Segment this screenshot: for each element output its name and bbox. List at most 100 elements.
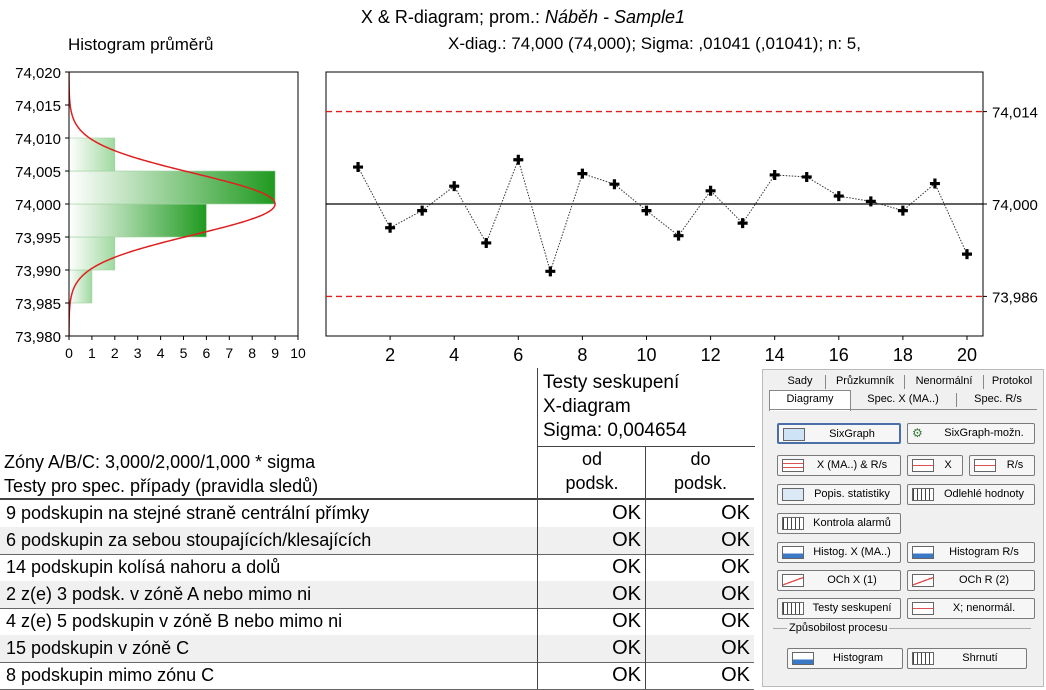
test-row-to: OK <box>645 608 754 635</box>
x-tick-label: 20 <box>957 345 977 365</box>
test-row-from: OK <box>537 581 645 608</box>
test-row: 15 podskupin v zóně C OK OK <box>0 635 754 663</box>
y-tick-label: 74,010 <box>15 131 61 148</box>
x-tick-label: 6 <box>203 345 211 361</box>
col-to-header: do podsk. <box>645 446 755 499</box>
test-row-from: OK <box>537 554 645 581</box>
y-tick-label: 73,980 <box>15 329 61 346</box>
histogram-rs-button[interactable]: Histogram R/s <box>907 542 1035 563</box>
x-tick-label: 3 <box>134 345 142 361</box>
histogram-icon <box>782 546 804 559</box>
table-icon <box>912 488 934 501</box>
chart-title-prefix: X & R-diagram; prom.: <box>361 7 540 27</box>
capability-histogram-label: Histogram <box>832 652 884 664</box>
test-row-from: OK <box>537 662 645 689</box>
zones-line: Zóny A/B/C: 3,000/2,000/1,000 * sigma <box>4 452 316 472</box>
alarm-control-button[interactable]: Kontrola alarmů <box>777 513 901 534</box>
x-ma-rs-button[interactable]: X (MA..) & R/s <box>777 455 901 476</box>
histogram-icon <box>912 546 934 559</box>
tests-title: Testy seskupení X-diagram Sigma: 0,00465… <box>543 371 687 443</box>
stats-icon <box>782 488 804 501</box>
right-limit-label: 74,014 <box>992 105 1038 122</box>
process-capability-label: Způsobilost procesu <box>787 622 890 634</box>
sixgraph-options-button[interactable]: ⚙ SixGraph-možn. <box>907 423 1035 444</box>
table-icon <box>912 652 934 665</box>
test-row-label: 15 podskupin v zóně C <box>6 638 190 658</box>
y-tick-label: 73,990 <box>15 263 61 280</box>
tab-spec-x-ma[interactable]: Spec. X (MA..) <box>867 393 939 405</box>
tests-header-left: Zóny A/B/C: 3,000/2,000/1,000 * sigma Te… <box>0 368 538 498</box>
series-line <box>357 158 968 274</box>
histogram-bar <box>68 137 116 172</box>
test-row-to: OK <box>645 500 754 527</box>
histogram-bar <box>68 170 276 205</box>
summary-label: Shrnutí <box>962 652 998 664</box>
sixgraph-options-label: SixGraph-možn. <box>944 427 1024 439</box>
tests-sigma-line: Sigma: 0,004654 <box>543 420 687 441</box>
y-tick-label: 74,020 <box>15 65 61 82</box>
tab-separator <box>956 393 957 407</box>
test-row: 2 z(e) 3 podsk. v zóně A nebo mimo ni OK O… <box>0 581 754 609</box>
histogram-x-ma-label: Histog. X (MA..) <box>813 546 891 558</box>
x-tick-label: 4 <box>157 345 165 361</box>
grouping-tests-label: Testy seskupení <box>812 602 892 614</box>
data-point <box>385 222 396 233</box>
data-point <box>609 179 620 190</box>
test-row-label: 8 podskupin mimo zónu C <box>6 665 215 685</box>
x-tick-label: 4 <box>449 345 459 365</box>
och-x-button[interactable]: OCh X (1) <box>777 570 901 591</box>
data-point <box>769 169 780 180</box>
x-chart-button[interactable]: X <box>907 455 963 476</box>
tab-spec-rs[interactable]: Spec. R/s <box>974 393 1022 405</box>
sixgraph-button[interactable]: SixGraph <box>777 423 901 444</box>
alarm-control-label: Kontrola alarmů <box>813 517 891 529</box>
x-nonnormal-button[interactable]: X; nenormál. <box>907 598 1035 619</box>
histogram-x-ma-button[interactable]: Histog. X (MA..) <box>777 542 901 563</box>
outliers-button[interactable]: Odlehlé hodnoty <box>907 484 1035 505</box>
col-from-header: od podsk. <box>537 446 646 499</box>
data-point <box>513 154 524 165</box>
y-tick-label: 74,015 <box>15 98 61 115</box>
x-tick-label: 10 <box>290 345 306 361</box>
summary-button[interactable]: Shrnutí <box>907 648 1027 669</box>
tab-protokol[interactable]: Protokol <box>991 375 1033 387</box>
test-row-label: 9 podskupin na stejné straně centrální p… <box>6 503 370 523</box>
test-row-label: 4 z(e) 5 podskupin v zóně B nebo mimo ni <box>6 611 343 631</box>
x-tick-label: 1 <box>88 345 96 361</box>
chart-options-panel: Sady Průzkumník Nenormální Protokol Diag… <box>762 369 1044 687</box>
data-point <box>929 178 940 189</box>
data-point <box>801 171 812 182</box>
och-r-button[interactable]: OCh R (2) <box>907 570 1035 591</box>
rs-chart-button[interactable]: R/s <box>969 455 1035 476</box>
data-point <box>897 205 908 216</box>
histogram-icon <box>792 652 814 665</box>
x-tick-label: 9 <box>271 345 279 361</box>
tab-nenormalni[interactable]: Nenormální <box>915 375 973 387</box>
tab-pruzkumnik[interactable]: Průzkumník <box>835 375 895 387</box>
data-point <box>353 162 364 173</box>
right-limit-label: 73,986 <box>992 289 1038 306</box>
rules-line: Testy pro spec. případy (pravidla sledů) <box>4 476 319 496</box>
right-limit-label: 74,000 <box>992 197 1038 214</box>
col-to-line2: podsk. <box>673 473 728 493</box>
descriptive-stats-button[interactable]: Popis. statistiky <box>777 484 901 505</box>
test-row-from: OK <box>537 500 645 527</box>
x-tick-label: 8 <box>577 345 587 365</box>
data-point <box>705 185 716 196</box>
x-tick-label: 14 <box>765 345 785 365</box>
tab-diagramy[interactable]: Diagramy <box>769 390 851 411</box>
chart-area: X & R-diagram; prom.: Náběh - Sample1 Hi… <box>15 7 1038 365</box>
process-capability-group <box>773 628 1031 681</box>
tab-underline <box>769 409 1037 410</box>
capability-histogram-button[interactable]: Histogram <box>787 648 903 669</box>
data-point <box>577 168 588 179</box>
tab-separator <box>983 375 984 389</box>
x-nonnormal-label: X; nenormál. <box>952 602 1016 614</box>
grouping-tests-button[interactable]: Testy seskupení <box>777 598 901 619</box>
tab-sady[interactable]: Sady <box>787 375 813 387</box>
zones-text: Zóny A/B/C: 3,000/2,000/1,000 * sigma Te… <box>4 450 318 498</box>
x-tick-label: 16 <box>829 345 849 365</box>
x-tick-label: 18 <box>893 345 913 365</box>
rs-chart-label: R/s <box>1006 459 1024 471</box>
col-from-line1: od <box>581 449 603 469</box>
